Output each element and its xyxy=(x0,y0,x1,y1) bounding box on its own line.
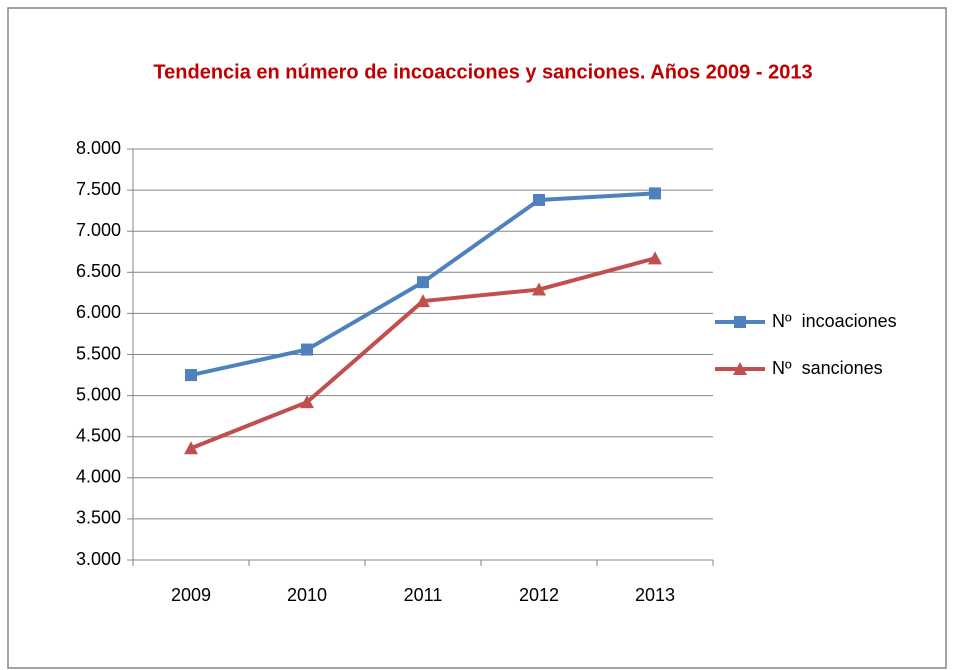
y-tick-label: 4.000 xyxy=(76,467,121,487)
marker xyxy=(184,441,198,455)
legend-label: Nº incoaciones xyxy=(772,311,897,331)
x-tick-label: 2010 xyxy=(287,585,327,605)
x-tick-label: 2011 xyxy=(404,585,443,605)
y-tick-label: 5.000 xyxy=(76,384,121,404)
y-tick-label: 6.500 xyxy=(76,261,121,281)
marker xyxy=(649,187,661,200)
y-tick-label: 7.000 xyxy=(76,220,121,240)
x-tick-label: 2013 xyxy=(635,585,675,605)
marker xyxy=(300,395,314,409)
legend-label: Nº sanciones xyxy=(772,358,883,378)
y-tick-label: 3.000 xyxy=(76,549,121,569)
x-tick-label: 2012 xyxy=(519,585,559,605)
marker xyxy=(532,282,546,296)
marker xyxy=(533,193,545,206)
marker xyxy=(417,276,429,289)
chart-frame xyxy=(7,7,947,669)
chart-title: Tendencia en número de incoacciones y sa… xyxy=(153,61,812,83)
x-tick-label: 2009 xyxy=(171,585,211,605)
legend-marker xyxy=(734,316,746,328)
marker xyxy=(416,294,430,308)
legend-marker xyxy=(733,362,747,375)
y-tick-label: 4.500 xyxy=(76,425,121,445)
y-tick-label: 8.000 xyxy=(76,138,121,158)
y-tick-label: 6.000 xyxy=(76,302,121,322)
y-tick-label: 5.500 xyxy=(76,343,121,363)
y-tick-label: 3.500 xyxy=(76,508,121,528)
y-tick-label: 7.500 xyxy=(76,179,121,199)
marker xyxy=(185,369,197,382)
marker xyxy=(648,251,662,265)
marker xyxy=(301,343,313,356)
